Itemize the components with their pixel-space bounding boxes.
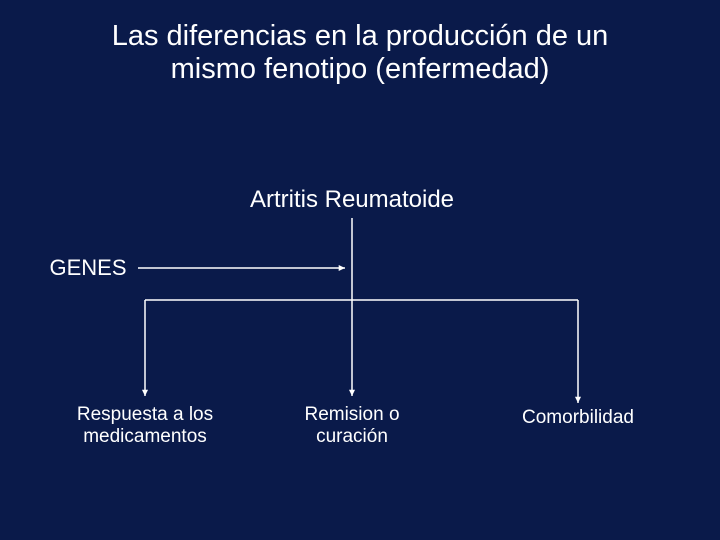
node-out3: Comorbilidad xyxy=(428,407,720,430)
node-genes: GENES xyxy=(0,255,238,281)
title-line1: Las diferencias en la producción de un xyxy=(0,20,720,53)
title-line2: mismo fenotipo (enfermedad) xyxy=(0,53,720,86)
slide: Las diferencias en la producción de un m… xyxy=(0,0,720,540)
node-disease: Artritis Reumatoide xyxy=(202,186,502,215)
slide-title: Las diferencias en la producción de un m… xyxy=(0,20,720,86)
